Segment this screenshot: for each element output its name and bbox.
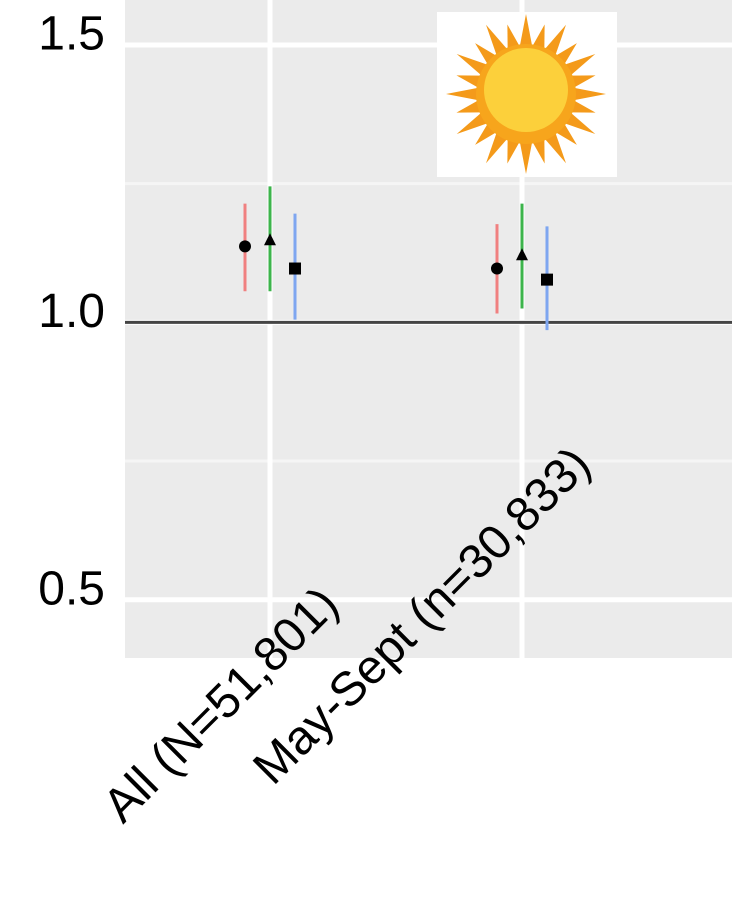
y-tick-label: 1.5 bbox=[38, 8, 105, 61]
point bbox=[239, 240, 251, 252]
plot-panel bbox=[125, 0, 732, 658]
point bbox=[289, 263, 301, 275]
chart: 0.51.01.5All (N=51,801)May-Sept (n=30,83… bbox=[0, 0, 732, 908]
point bbox=[491, 263, 503, 275]
y-tick-label: 1.0 bbox=[38, 285, 105, 338]
point bbox=[541, 274, 553, 286]
y-tick-label: 0.5 bbox=[38, 562, 105, 615]
sun-icon bbox=[437, 12, 617, 177]
